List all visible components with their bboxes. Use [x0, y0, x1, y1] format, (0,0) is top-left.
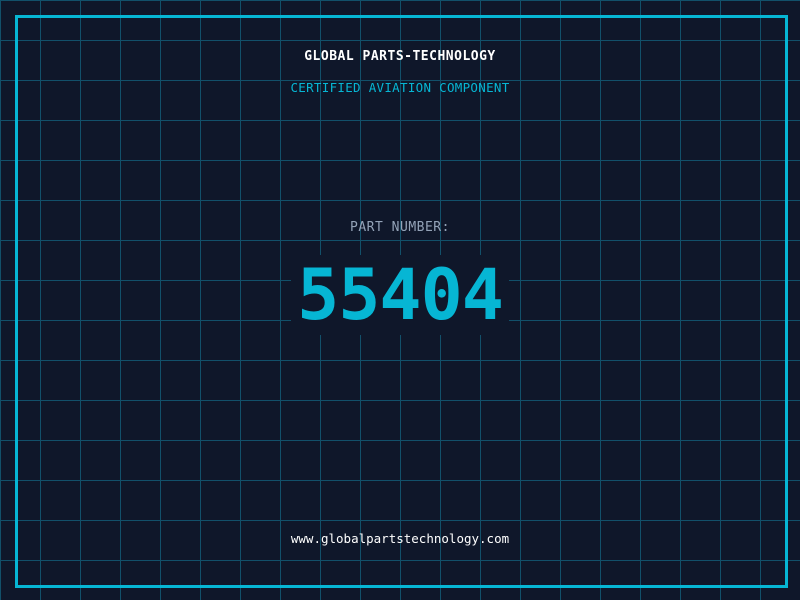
website-url: www.globalpartstechnology.com: [290, 531, 510, 546]
company-name: GLOBAL PARTS-TECHNOLOGY: [304, 49, 496, 64]
part-number-container: 55404: [0, 255, 800, 335]
part-number-label: PART NUMBER:: [350, 220, 450, 235]
certification-subtitle: CERTIFIED AVIATION COMPONENT: [290, 80, 510, 95]
part-number: 55404: [291, 255, 509, 335]
border-frame: [15, 15, 788, 588]
